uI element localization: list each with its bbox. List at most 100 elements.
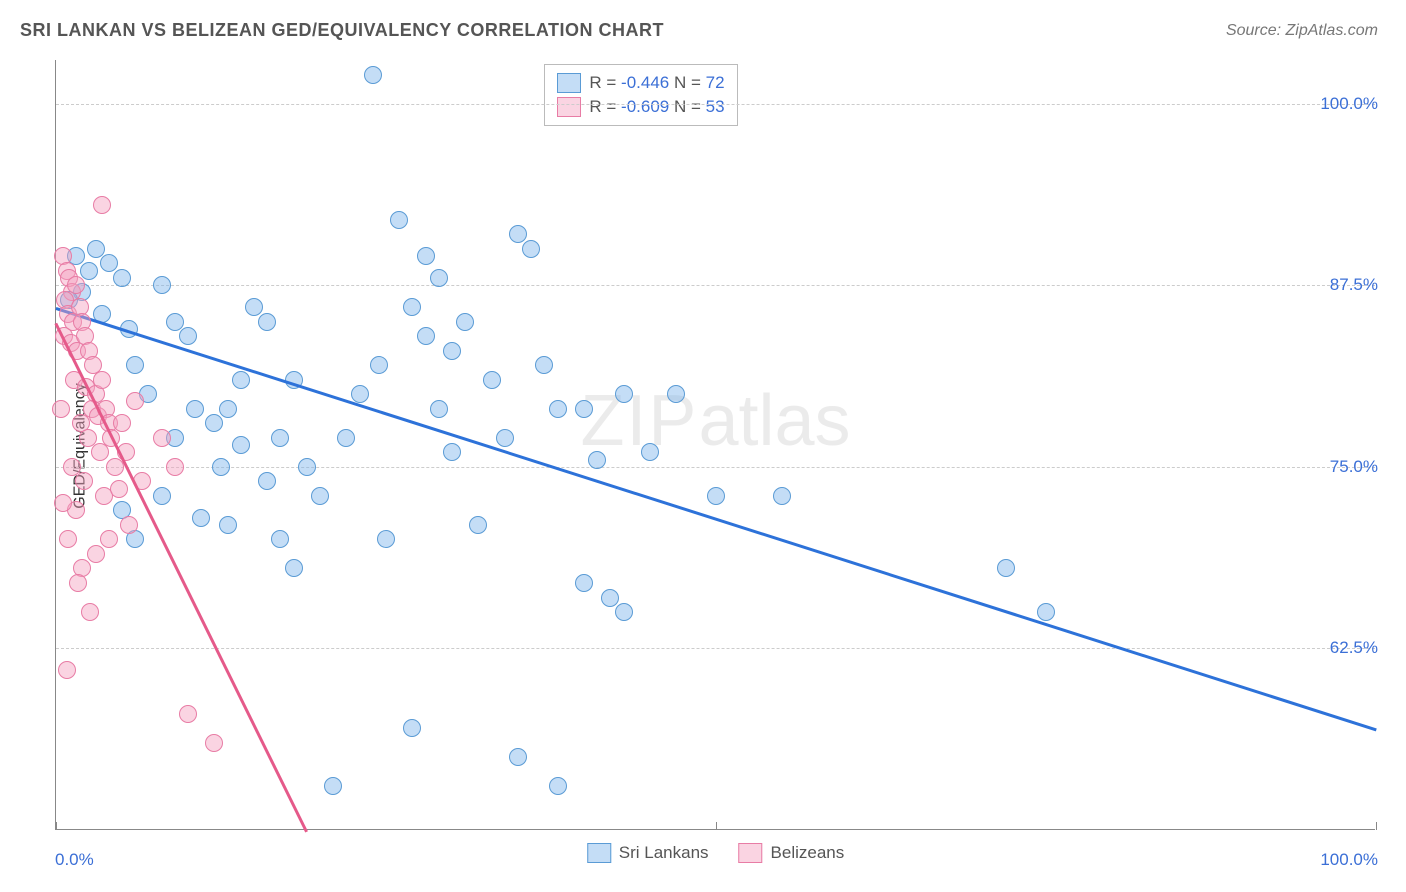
data-point	[232, 371, 250, 389]
chart-container: SRI LANKAN VS BELIZEAN GED/EQUIVALENCY C…	[0, 0, 1406, 892]
data-point	[271, 530, 289, 548]
legend-stat-text: R = -0.446 N = 72	[589, 73, 724, 93]
data-point	[535, 356, 553, 374]
data-point	[997, 559, 1015, 577]
y-tick-label: 100.0%	[1320, 94, 1378, 114]
data-point	[93, 196, 111, 214]
legend-series-item: Belizeans	[739, 843, 845, 863]
data-point	[549, 400, 567, 418]
data-point	[93, 371, 111, 389]
x-tick	[1376, 822, 1377, 830]
data-point	[166, 458, 184, 476]
data-point	[212, 458, 230, 476]
data-point	[63, 458, 81, 476]
data-point	[443, 342, 461, 360]
legend-swatch	[739, 843, 763, 863]
y-tick-label: 87.5%	[1330, 275, 1378, 295]
plot-area: ZIPatlas R = -0.446 N = 72R = -0.609 N =…	[55, 60, 1375, 830]
data-point	[549, 777, 567, 795]
data-point	[298, 458, 316, 476]
chart-title: SRI LANKAN VS BELIZEAN GED/EQUIVALENCY C…	[20, 20, 664, 41]
data-point	[370, 356, 388, 374]
data-point	[417, 247, 435, 265]
data-point	[430, 269, 448, 287]
data-point	[58, 661, 76, 679]
data-point	[59, 530, 77, 548]
data-point	[285, 559, 303, 577]
legend-swatch	[557, 97, 581, 117]
data-point	[707, 487, 725, 505]
data-point	[390, 211, 408, 229]
data-point	[179, 705, 197, 723]
data-point	[271, 429, 289, 447]
data-point	[153, 276, 171, 294]
data-point	[205, 414, 223, 432]
data-point	[54, 494, 72, 512]
data-point	[575, 400, 593, 418]
data-point	[773, 487, 791, 505]
data-point	[509, 225, 527, 243]
legend-stat-row: R = -0.446 N = 72	[557, 71, 724, 95]
legend-series-label: Belizeans	[771, 843, 845, 863]
data-point	[166, 313, 184, 331]
data-point	[110, 480, 128, 498]
data-point	[100, 254, 118, 272]
data-point	[667, 385, 685, 403]
data-point	[69, 574, 87, 592]
data-point	[219, 400, 237, 418]
data-point	[311, 487, 329, 505]
data-point	[245, 298, 263, 316]
data-point	[615, 385, 633, 403]
data-point	[641, 443, 659, 461]
data-point	[126, 392, 144, 410]
data-point	[80, 262, 98, 280]
trend-line	[55, 322, 308, 832]
data-point	[153, 487, 171, 505]
data-point	[615, 603, 633, 621]
data-point	[219, 516, 237, 534]
data-point	[113, 414, 131, 432]
data-point	[67, 276, 85, 294]
y-tick-label: 62.5%	[1330, 638, 1378, 658]
data-point	[430, 400, 448, 418]
data-point	[496, 429, 514, 447]
legend-stats: R = -0.446 N = 72R = -0.609 N = 53	[544, 64, 737, 126]
data-point	[87, 240, 105, 258]
data-point	[126, 356, 144, 374]
data-point	[113, 269, 131, 287]
gridline	[56, 104, 1375, 105]
data-point	[443, 443, 461, 461]
gridline	[56, 467, 1375, 468]
data-point	[1037, 603, 1055, 621]
data-point	[52, 400, 70, 418]
y-tick-label: 75.0%	[1330, 457, 1378, 477]
data-point	[522, 240, 540, 258]
data-point	[81, 603, 99, 621]
data-point	[324, 777, 342, 795]
data-point	[87, 545, 105, 563]
data-point	[179, 327, 197, 345]
data-point	[403, 298, 421, 316]
data-point	[601, 589, 619, 607]
legend-series-label: Sri Lankans	[619, 843, 709, 863]
data-point	[120, 516, 138, 534]
x-tick	[716, 822, 717, 830]
data-point	[232, 436, 250, 454]
data-point	[192, 509, 210, 527]
data-point	[91, 443, 109, 461]
data-point	[205, 734, 223, 752]
legend-series: Sri Lankans Belizeans	[587, 843, 845, 863]
data-point	[575, 574, 593, 592]
watermark-atlas: atlas	[698, 381, 850, 461]
data-point	[456, 313, 474, 331]
data-point	[403, 719, 421, 737]
data-point	[364, 66, 382, 84]
data-point	[588, 451, 606, 469]
data-point	[153, 429, 171, 447]
gridline	[56, 648, 1375, 649]
data-point	[417, 327, 435, 345]
data-point	[75, 472, 93, 490]
data-point	[351, 385, 369, 403]
x-tick-label-right: 100.0%	[1320, 850, 1378, 870]
data-point	[377, 530, 395, 548]
